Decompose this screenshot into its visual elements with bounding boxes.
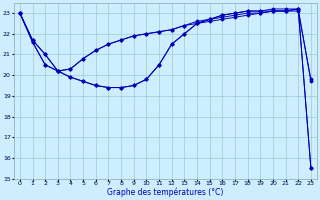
X-axis label: Graphe des températures (°C): Graphe des températures (°C) [107,188,224,197]
